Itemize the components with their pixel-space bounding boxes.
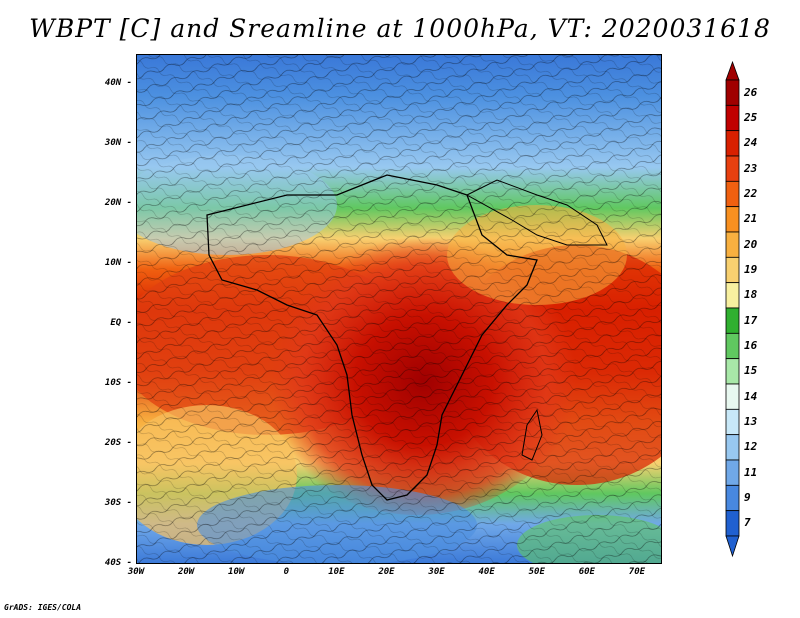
grads-credit: GrADS: IGES/COLA — [4, 603, 82, 612]
colorbar-segment — [725, 282, 740, 309]
colorbar-label: 16 — [744, 339, 758, 352]
colorbar-label: 12 — [744, 440, 758, 454]
colorbar-segment — [725, 307, 740, 334]
lat-tick-label: EQ - — [110, 318, 132, 328]
colorbar-segment — [725, 459, 740, 486]
colorbar-segment — [725, 206, 740, 233]
colorbar-label: 14 — [744, 389, 758, 403]
map-panel — [136, 54, 662, 564]
colorbar-segment — [725, 383, 740, 410]
colorbar-label: 7 — [744, 516, 751, 530]
lat-tick-label: 10N - — [104, 258, 132, 268]
lon-tick-label: 70E — [628, 567, 646, 577]
lat-tick-label: 30N - — [104, 138, 132, 148]
colorbar-label: 17 — [744, 313, 758, 327]
colorbar-segment — [725, 510, 740, 537]
lon-tick-label: 10W — [228, 567, 245, 577]
colorbar-label: 18 — [744, 288, 758, 302]
colorbar-label: 21 — [744, 212, 758, 226]
colorbar-segment — [725, 155, 740, 182]
colorbar-label: 25 — [744, 111, 758, 124]
colorbar-segment — [725, 130, 740, 157]
lat-tick-label: 40S - — [104, 558, 132, 568]
colorbar-segment — [725, 332, 740, 360]
colorbar-bottom-arrow — [725, 535, 740, 558]
colorbar-label: 24 — [744, 136, 758, 150]
colorbar-segment — [725, 104, 740, 132]
colorbar-label: 23 — [744, 161, 758, 175]
lat-tick-label: 40N - — [104, 78, 132, 88]
lat-tick-label: 30S - — [104, 498, 132, 508]
colorbar-label: 13 — [744, 415, 758, 428]
lon-tick-label: 50E — [528, 567, 545, 577]
colorbar-label: 20 — [744, 237, 758, 251]
colorbar-segment — [725, 180, 740, 208]
colorbar-segment — [725, 256, 740, 284]
lon-tick-label: 0 — [283, 567, 289, 577]
colorbar-label: 19 — [744, 263, 758, 276]
lat-tick-label: 20N - — [104, 198, 132, 208]
lon-tick-label: 30W — [127, 567, 145, 577]
lon-tick-label: 10E — [328, 567, 345, 577]
lon-tick-label: 20W — [177, 567, 195, 577]
colorbar-segment — [725, 358, 740, 385]
colorbar-label: 11 — [744, 465, 758, 479]
colorbar-label: 9 — [744, 491, 751, 504]
colorbar-label: 15 — [744, 364, 758, 378]
colorbar-segment — [725, 434, 740, 461]
lon-tick-label: 30E — [428, 567, 445, 577]
lat-tick-label: 20S - — [104, 438, 132, 448]
lon-tick-label: 20E — [378, 567, 395, 577]
colorbar-top-arrow — [725, 60, 740, 81]
colorbar-segment — [725, 484, 740, 512]
colorbar-segment — [725, 79, 740, 106]
colorbar-label: 22 — [744, 187, 758, 200]
colorbar-label: 26 — [744, 85, 758, 99]
map-title: WBPT [C] and Sreamline at 1000hPa, VT: 2… — [29, 14, 771, 43]
lon-tick-label: 60E — [578, 567, 595, 577]
colorbar-segment — [725, 408, 740, 436]
colorbar-segment — [725, 231, 740, 258]
lat-tick-label: 10S - — [104, 378, 132, 388]
wbpt-field-map — [137, 55, 661, 563]
lon-tick-label: 40E — [478, 567, 495, 577]
